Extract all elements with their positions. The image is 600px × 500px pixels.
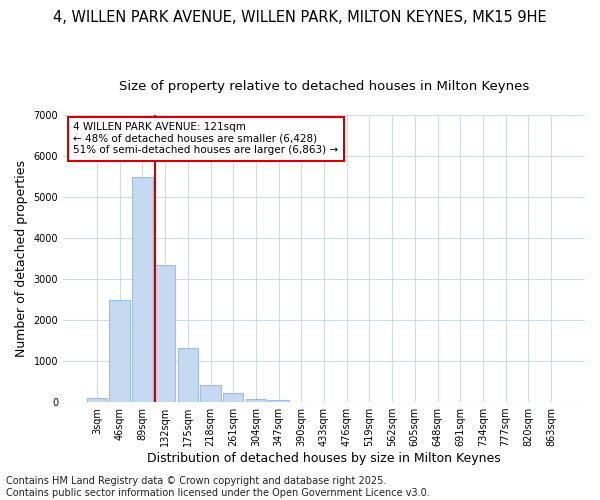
Bar [245,399,266,402]
Bar [155,264,175,402]
Bar [200,385,221,402]
Text: 4, WILLEN PARK AVENUE, WILLEN PARK, MILTON KEYNES, MK15 9HE: 4, WILLEN PARK AVENUE, WILLEN PARK, MILT… [53,10,547,25]
Bar [223,393,244,402]
X-axis label: Distribution of detached houses by size in Milton Keynes: Distribution of detached houses by size … [147,452,501,465]
Text: 4 WILLEN PARK AVENUE: 121sqm
← 48% of detached houses are smaller (6,428)
51% of: 4 WILLEN PARK AVENUE: 121sqm ← 48% of de… [73,122,338,156]
Bar [132,176,152,402]
Bar [178,348,198,402]
Bar [268,400,289,402]
Y-axis label: Number of detached properties: Number of detached properties [15,160,28,357]
Text: Contains HM Land Registry data © Crown copyright and database right 2025.
Contai: Contains HM Land Registry data © Crown c… [6,476,430,498]
Title: Size of property relative to detached houses in Milton Keynes: Size of property relative to detached ho… [119,80,529,93]
Bar [109,300,130,402]
Bar [87,398,107,402]
